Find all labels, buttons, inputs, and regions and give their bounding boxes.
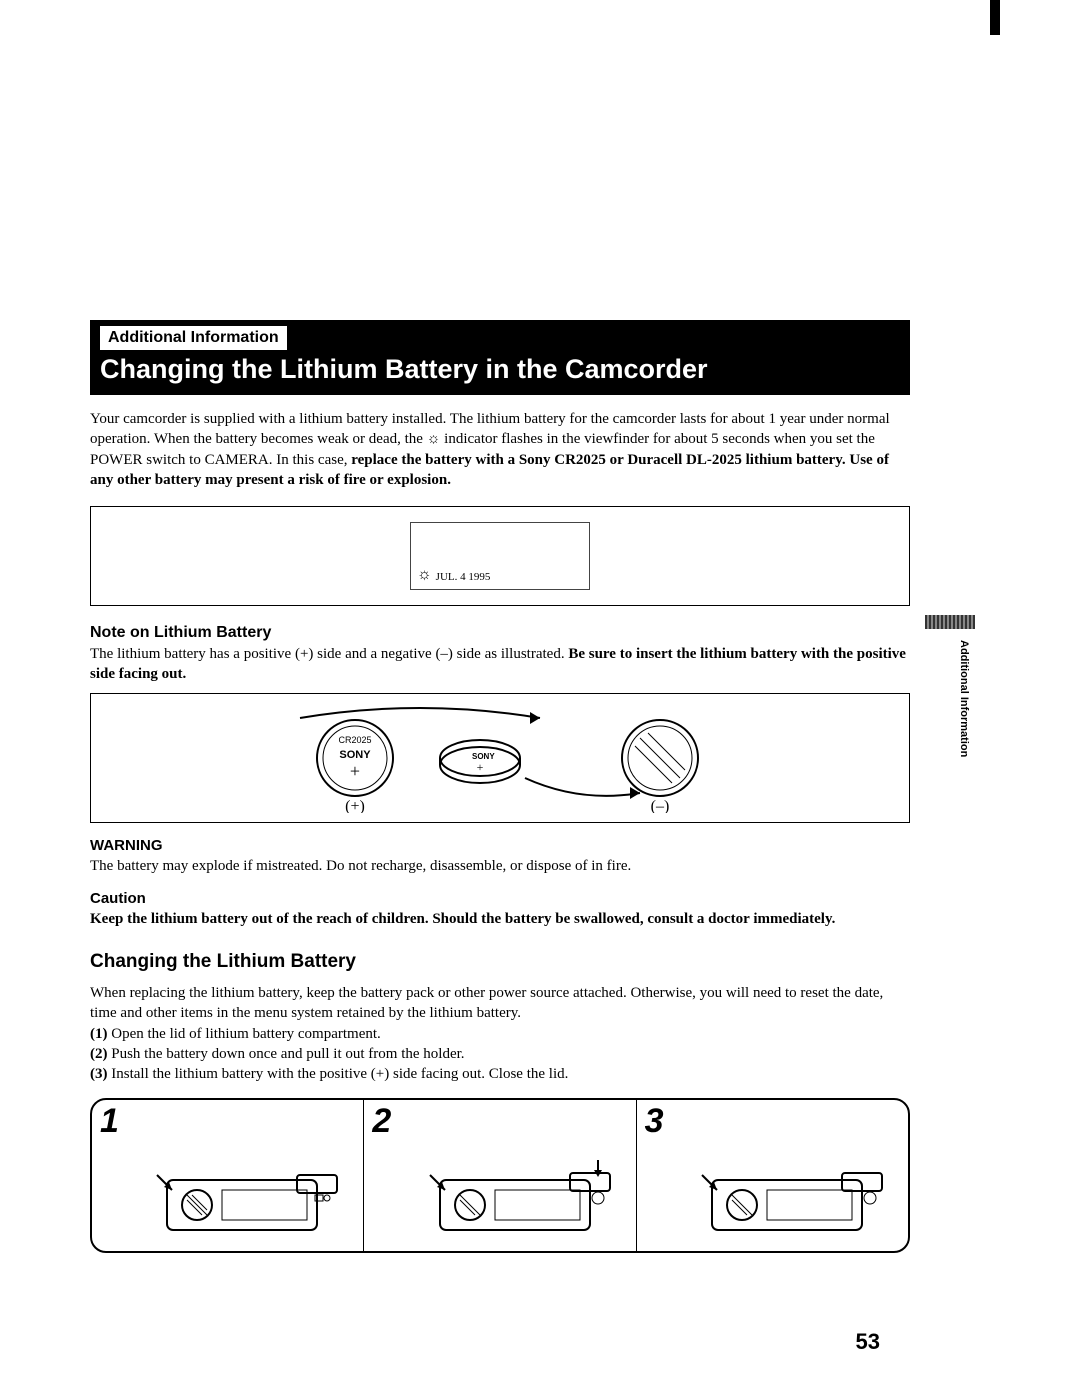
camcorder-icon-1 — [147, 1145, 357, 1245]
step-figure-2: 2 — [364, 1100, 636, 1251]
svg-text:SONY: SONY — [472, 752, 495, 761]
page-number: 53 — [856, 1329, 880, 1355]
note-heading: Note on Lithium Battery — [90, 624, 990, 642]
section-label: Additional Information — [100, 326, 287, 350]
warning-heading: WARNING — [90, 837, 990, 854]
step-2: (2) Push the battery down once and pull … — [90, 1044, 910, 1064]
battery-polarity-svg: CR2025 SONY + (+) SONY + (–) — [240, 703, 760, 813]
note-body: The lithium battery has a positive (+) s… — [90, 644, 910, 685]
steps-intro: When replacing the lithium battery, keep… — [90, 983, 910, 1024]
intro-paragraph: Your camcorder is supplied with a lithiu… — [90, 409, 910, 490]
step-number-1: 1 — [100, 1102, 119, 1141]
camcorder-icon-2 — [420, 1145, 630, 1245]
top-edge-mark — [990, 0, 1000, 35]
steps-block: When replacing the lithium battery, keep… — [90, 983, 910, 1084]
step-3: (3) Install the lithium battery with the… — [90, 1064, 910, 1084]
note-text: The lithium battery has a positive (+) s… — [90, 646, 568, 662]
page-title: Changing the Lithium Battery in the Camc… — [100, 354, 900, 385]
header-block: Additional Information Changing the Lith… — [90, 320, 910, 395]
viewfinder-screen: ☼ JUL. 4 1995 — [410, 522, 590, 590]
step-number-2: 2 — [372, 1102, 391, 1141]
step-figure-3: 3 — [637, 1100, 908, 1251]
battery-indicator-icon: ☼ — [417, 567, 432, 583]
camcorder-icon-3 — [692, 1145, 902, 1245]
side-tab-label: Additional Information — [958, 640, 970, 757]
caution-text: Keep the lithium battery out of the reac… — [90, 909, 910, 929]
svg-text:(–): (–) — [651, 798, 670, 813]
manual-page: Additional Information Changing the Lith… — [0, 0, 1080, 1293]
step-1: (1) Open the lid of lithium battery comp… — [90, 1024, 910, 1044]
warning-text: The battery may explode if mistreated. D… — [90, 856, 910, 876]
procedure-heading: Changing the Lithium Battery — [90, 951, 990, 973]
svg-text:SONY: SONY — [339, 749, 371, 761]
side-tab-mark — [925, 615, 975, 629]
viewfinder-date: JUL. 4 1995 — [436, 571, 491, 583]
svg-text:(+): (+) — [345, 798, 365, 813]
step-figure-1: 1 — [92, 1100, 364, 1251]
step-number-3: 3 — [645, 1102, 664, 1141]
svg-text:CR2025: CR2025 — [338, 735, 371, 745]
viewfinder-figure: ☼ JUL. 4 1995 — [90, 506, 910, 606]
svg-text:+: + — [350, 761, 360, 781]
battery-polarity-figure: CR2025 SONY + (+) SONY + (–) — [90, 693, 910, 823]
steps-figure-box: 1 2 — [90, 1098, 910, 1253]
svg-text:+: + — [477, 760, 484, 774]
caution-heading: Caution — [90, 890, 990, 907]
